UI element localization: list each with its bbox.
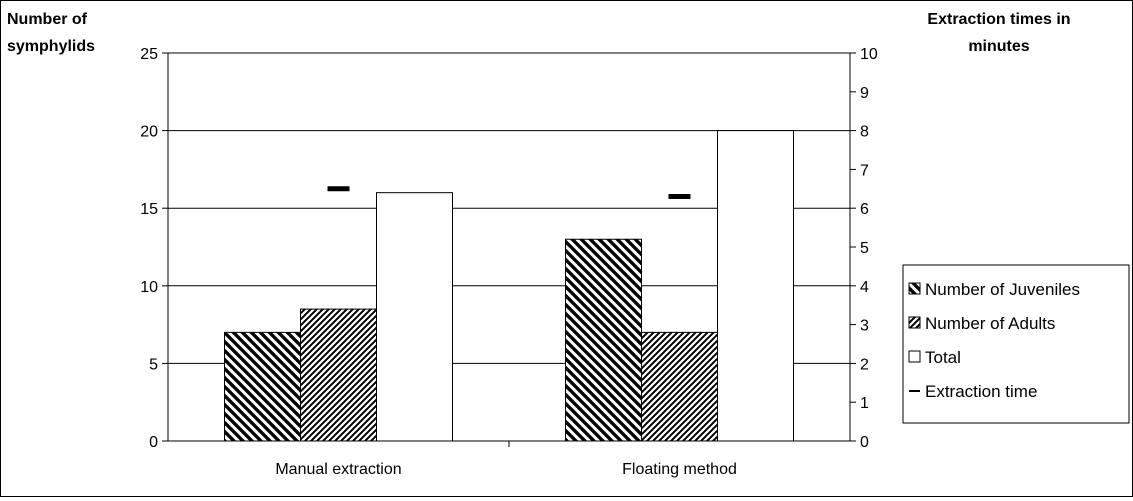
y2-tick-label-10: 10 <box>860 46 878 63</box>
axes <box>162 52 856 447</box>
y2-tick-label-2: 2 <box>860 356 869 373</box>
y2-tick-label-6: 6 <box>860 201 869 218</box>
x-tick-label-1: Floating method <box>622 461 737 478</box>
y2-tick-label-3: 3 <box>860 318 869 335</box>
y2-tick-label-7: 7 <box>860 162 869 179</box>
y-axis-title-line-1: Number of <box>7 11 88 28</box>
y-tick-label-0: 0 <box>149 434 158 451</box>
y2-tick-label-5: 5 <box>860 240 869 257</box>
legend-swatch-1 <box>908 316 921 329</box>
bars <box>224 130 794 442</box>
legend-swatch-0 <box>908 282 921 295</box>
extraction-time-marks <box>327 186 691 200</box>
tick-labels: 0 5 10 15 20 25 0 1 2 3 4 5 6 7 8 9 10 Manual extraction F… <box>140 46 878 478</box>
legend-label-1: Number of Adults <box>925 314 1055 333</box>
bar-total-0 <box>376 192 453 442</box>
bar-number-of-juveniles-1 <box>565 238 642 442</box>
legend-label-3: Extraction time <box>925 382 1037 401</box>
y-tick-label-15: 15 <box>140 201 158 218</box>
legend-label-0: Number of Juveniles <box>925 280 1080 299</box>
y-tick-label-25: 25 <box>140 46 158 63</box>
y-tick-label-5: 5 <box>149 356 158 373</box>
y2-axis-title-line-1: Extraction times in <box>927 11 1070 28</box>
bar-number-of-adults-0 <box>300 308 377 442</box>
y2-tick-label-4: 4 <box>860 279 869 296</box>
y2-tick-label-0: 0 <box>860 434 869 451</box>
legend-box <box>902 264 1130 424</box>
legend-swatch-2 <box>908 350 921 363</box>
bar-total-1 <box>717 130 794 442</box>
y2-tick-label-8: 8 <box>860 124 869 141</box>
legend: Number of Juveniles Number of Adults Total… <box>902 264 1130 424</box>
x-tick-label-0: Manual extraction <box>275 461 401 478</box>
y2-tick-label-1: 1 <box>860 395 869 412</box>
y2-tick-label-9: 9 <box>860 85 869 102</box>
bar-number-of-adults-1 <box>641 331 718 442</box>
legend-label-2: Total <box>925 348 961 367</box>
y-tick-label-10: 10 <box>140 279 158 296</box>
y2-axis-title-line-2: minutes <box>968 38 1029 55</box>
y-tick-label-20: 20 <box>140 124 158 141</box>
y-axis-title-line-2: symphylids <box>7 38 95 55</box>
bar-number-of-juveniles-0 <box>224 331 301 442</box>
